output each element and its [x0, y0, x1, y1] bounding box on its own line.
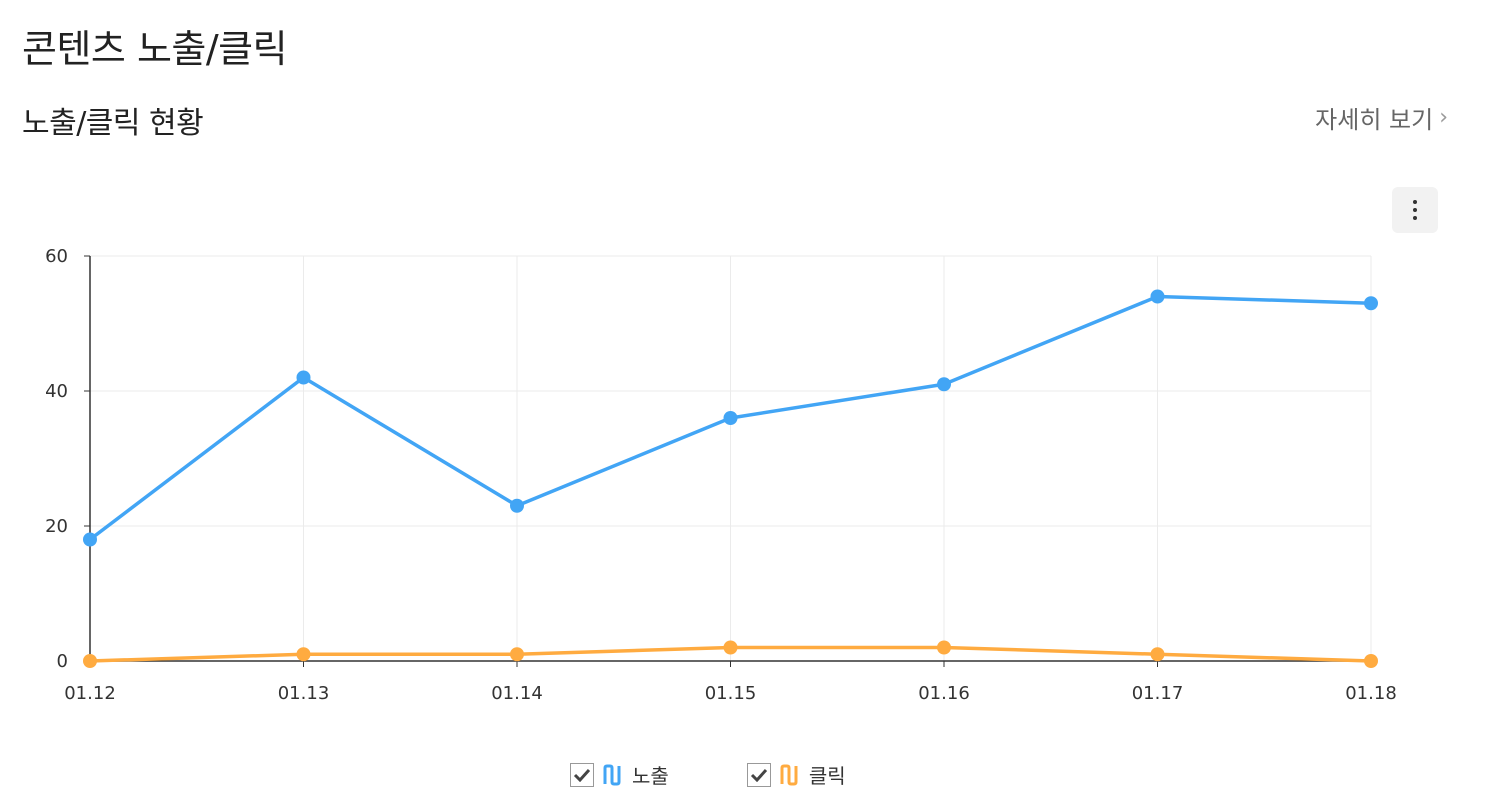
detail-link-label: 자세히 보기: [1315, 106, 1434, 134]
chart-legend: 노출 클릭: [570, 760, 846, 789]
chart-grid: [90, 255, 1372, 661]
page-title: 콘텐츠 노출/클릭: [22, 27, 288, 71]
x-tick-label: 01.17: [1132, 683, 1184, 704]
data-point-0-2: [510, 498, 524, 513]
more-vertical-icon: [1413, 200, 1417, 220]
x-tick-label: 01.15: [705, 683, 757, 704]
line-series-icon: [603, 764, 621, 785]
data-point-1-1: [296, 647, 311, 662]
line-series-icon: [780, 764, 798, 785]
data-point-1-0: [83, 654, 97, 668]
y-tick-label: 60: [45, 246, 68, 267]
legend-label-clicks: 클릭: [808, 764, 846, 788]
data-point-0-1: [296, 370, 311, 385]
legend-item-impressions[interactable]: 노출: [570, 760, 669, 789]
check-icon: [573, 768, 591, 782]
data-point-0-6: [1364, 296, 1378, 311]
data-point-0-0: [83, 532, 97, 547]
data-point-1-2: [510, 647, 524, 662]
legend-label-impressions: 노출: [632, 764, 669, 788]
y-tick-label: 0: [57, 651, 68, 672]
data-point-0-5: [1150, 289, 1165, 304]
detail-link[interactable]: 자세히 보기 ›: [1315, 100, 1448, 135]
data-point-1-5: [1150, 647, 1165, 662]
chart-menu-button[interactable]: [1392, 187, 1438, 233]
x-tick-label: 01.13: [278, 683, 330, 704]
check-icon: [750, 768, 767, 782]
x-tick-label: 01.18: [1345, 683, 1397, 704]
chart-tick-labels: 0 20 40 60 01.12 01.13 01.14 01.15 01.16 01.17 01.…: [45, 246, 1397, 704]
chart-series: [83, 289, 1378, 668]
x-tick-label: 01.16: [918, 683, 970, 704]
data-point-0-3: [723, 411, 738, 425]
data-point-0-4: [937, 377, 951, 392]
x-tick-label: 01.14: [491, 683, 543, 704]
section-title: 노출/클릭 현황: [22, 106, 204, 141]
data-point-1-3: [723, 640, 738, 655]
x-tick-label: 01.12: [64, 683, 116, 704]
y-tick-label: 20: [45, 516, 68, 537]
chevron-right-icon: ›: [1439, 105, 1448, 130]
legend-checkbox-clicks[interactable]: [746, 762, 771, 787]
data-point-1-6: [1364, 654, 1378, 668]
data-point-1-4: [937, 640, 951, 655]
y-tick-label: 40: [45, 381, 68, 402]
legend-item-clicks[interactable]: 클릭: [746, 760, 846, 789]
chart-axes: [84, 255, 1372, 667]
legend-checkbox-impressions[interactable]: [570, 762, 594, 787]
